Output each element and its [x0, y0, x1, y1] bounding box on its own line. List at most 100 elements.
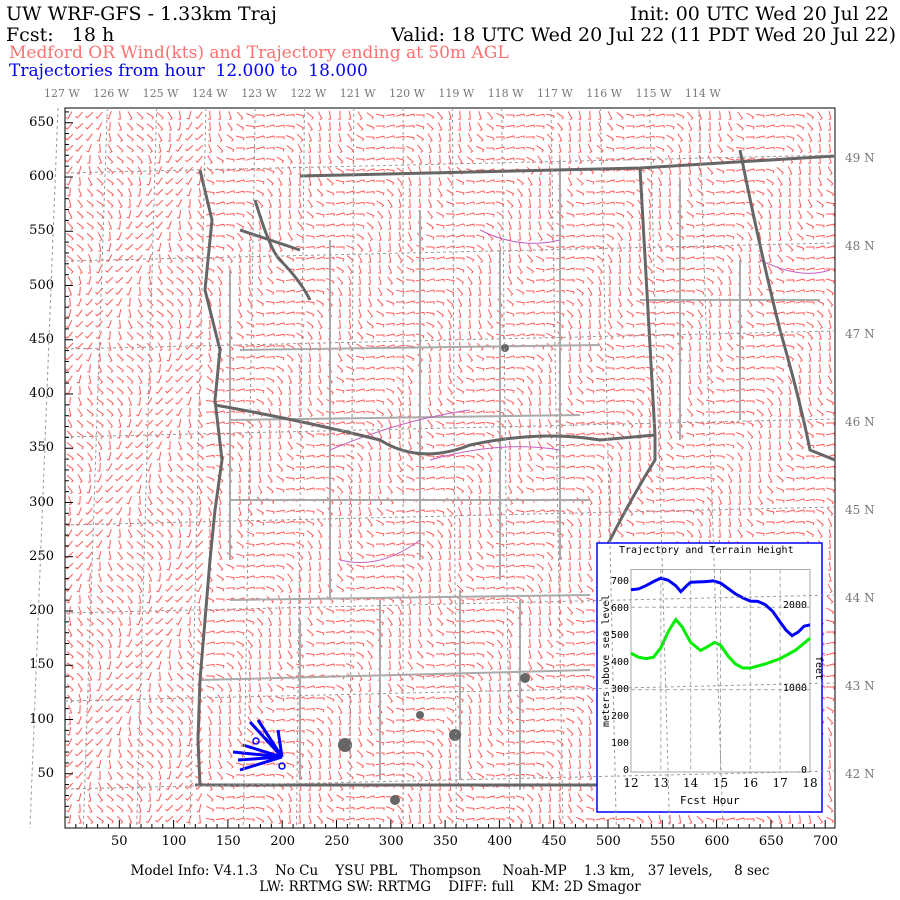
- wind-barb: [388, 265, 393, 275]
- wind-barb: [448, 584, 453, 594]
- wind-barb: [535, 125, 545, 129]
- wind-barb: [577, 584, 583, 594]
- wind-barb: [225, 158, 235, 162]
- wind-barb: [278, 429, 282, 439]
- wind-barb: [817, 397, 824, 407]
- wind-barb: [358, 309, 362, 318]
- wind-barb: [615, 135, 625, 140]
- wind-barb: [808, 143, 812, 153]
- wind-barb: [217, 133, 223, 143]
- wind-barb: [75, 144, 83, 152]
- wind-barb: [516, 288, 525, 296]
- wind-barb: [336, 376, 345, 384]
- wind-barb: [455, 212, 465, 216]
- wind-barb: [698, 111, 703, 121]
- wind-barb: [106, 167, 114, 175]
- wind-barb: [206, 432, 216, 436]
- wind-barb: [136, 552, 144, 560]
- wind-barb: [436, 256, 446, 260]
- wind-barb: [725, 179, 735, 183]
- wind-barb: [556, 476, 566, 480]
- wind-barb: [688, 165, 692, 175]
- wind-barb: [256, 311, 265, 317]
- wind-barb: [76, 442, 84, 450]
- wind-barb: [695, 433, 705, 437]
- wind-barb: [126, 354, 134, 362]
- wind-barb: [235, 190, 245, 194]
- wind-barb: [417, 573, 423, 583]
- wind-barb: [298, 374, 302, 384]
- wind-barb: [516, 276, 524, 285]
- wind-barb: [237, 484, 241, 494]
- wind-barb: [567, 363, 571, 373]
- wind-barb: [428, 187, 432, 197]
- wind-barb: [198, 286, 202, 296]
- wind-barb: [428, 144, 432, 154]
- wind-barb: [525, 564, 535, 570]
- wind-barb: [618, 495, 622, 505]
- wind-barb: [315, 212, 325, 218]
- wind-barb: [275, 509, 285, 513]
- wind-barb: [485, 212, 495, 218]
- wind-barb: [626, 210, 634, 219]
- wind-barb: [517, 231, 521, 241]
- wind-barb: [86, 222, 94, 230]
- wind-barb: [266, 344, 275, 348]
- wind-barb: [105, 254, 113, 263]
- wind-barb: [578, 352, 582, 362]
- wind-barb: [87, 572, 91, 582]
- wind-barb: [545, 322, 555, 328]
- wind-barb: [405, 322, 415, 326]
- wind-barb: [85, 309, 94, 317]
- wind-barb: [328, 110, 332, 120]
- wind-barb: [457, 330, 461, 340]
- wind-barb: [547, 353, 553, 363]
- wind-barb: [275, 542, 285, 546]
- wind-barb: [457, 121, 461, 131]
- wind-barb: [496, 586, 505, 590]
- latitude-label: 42 N: [845, 767, 875, 781]
- wind-barb: [638, 265, 642, 275]
- wind-barb: [95, 518, 104, 526]
- wind-barb: [635, 311, 645, 316]
- wind-barb: [318, 331, 322, 340]
- wind-barb: [175, 595, 184, 603]
- wind-barb: [526, 113, 536, 117]
- wind-barb: [375, 377, 385, 381]
- wind-barb: [455, 257, 465, 261]
- wind-barb: [156, 242, 162, 252]
- wind-barb: [758, 276, 763, 286]
- wind-barb: [598, 495, 602, 505]
- wind-barb: [507, 287, 514, 297]
- wind-barb: [175, 155, 184, 163]
- wind-barb: [575, 477, 585, 481]
- wind-barb: [487, 495, 491, 505]
- wind-barb: [77, 385, 81, 395]
- wind-barb: [618, 243, 623, 253]
- wind-barb: [808, 352, 812, 362]
- wind-barb: [737, 529, 743, 539]
- wind-barb: [545, 113, 555, 119]
- wind-barb: [197, 210, 204, 220]
- wind-barb: [465, 180, 475, 184]
- wind-barb: [117, 551, 124, 561]
- wind-barb: [766, 188, 774, 197]
- wind-barb: [296, 487, 305, 491]
- wind-barb: [156, 375, 162, 384]
- wind-barb: [186, 320, 192, 329]
- wind-barb: [707, 330, 711, 340]
- wind-barb: [746, 201, 755, 207]
- wind-barb: [567, 320, 573, 330]
- wind-barb: [135, 210, 143, 218]
- wind-barb: [207, 155, 213, 165]
- wind-barb: [726, 463, 734, 472]
- wind-barb: [647, 254, 653, 264]
- wind-barb: [287, 155, 293, 165]
- wind-barb: [238, 463, 242, 472]
- wind-barb: [135, 254, 143, 262]
- wind-barb: [338, 121, 342, 131]
- wind-barb: [198, 187, 202, 197]
- wind-barb: [307, 540, 314, 550]
- wind-barb: [156, 496, 164, 505]
- wind-barb: [177, 330, 181, 340]
